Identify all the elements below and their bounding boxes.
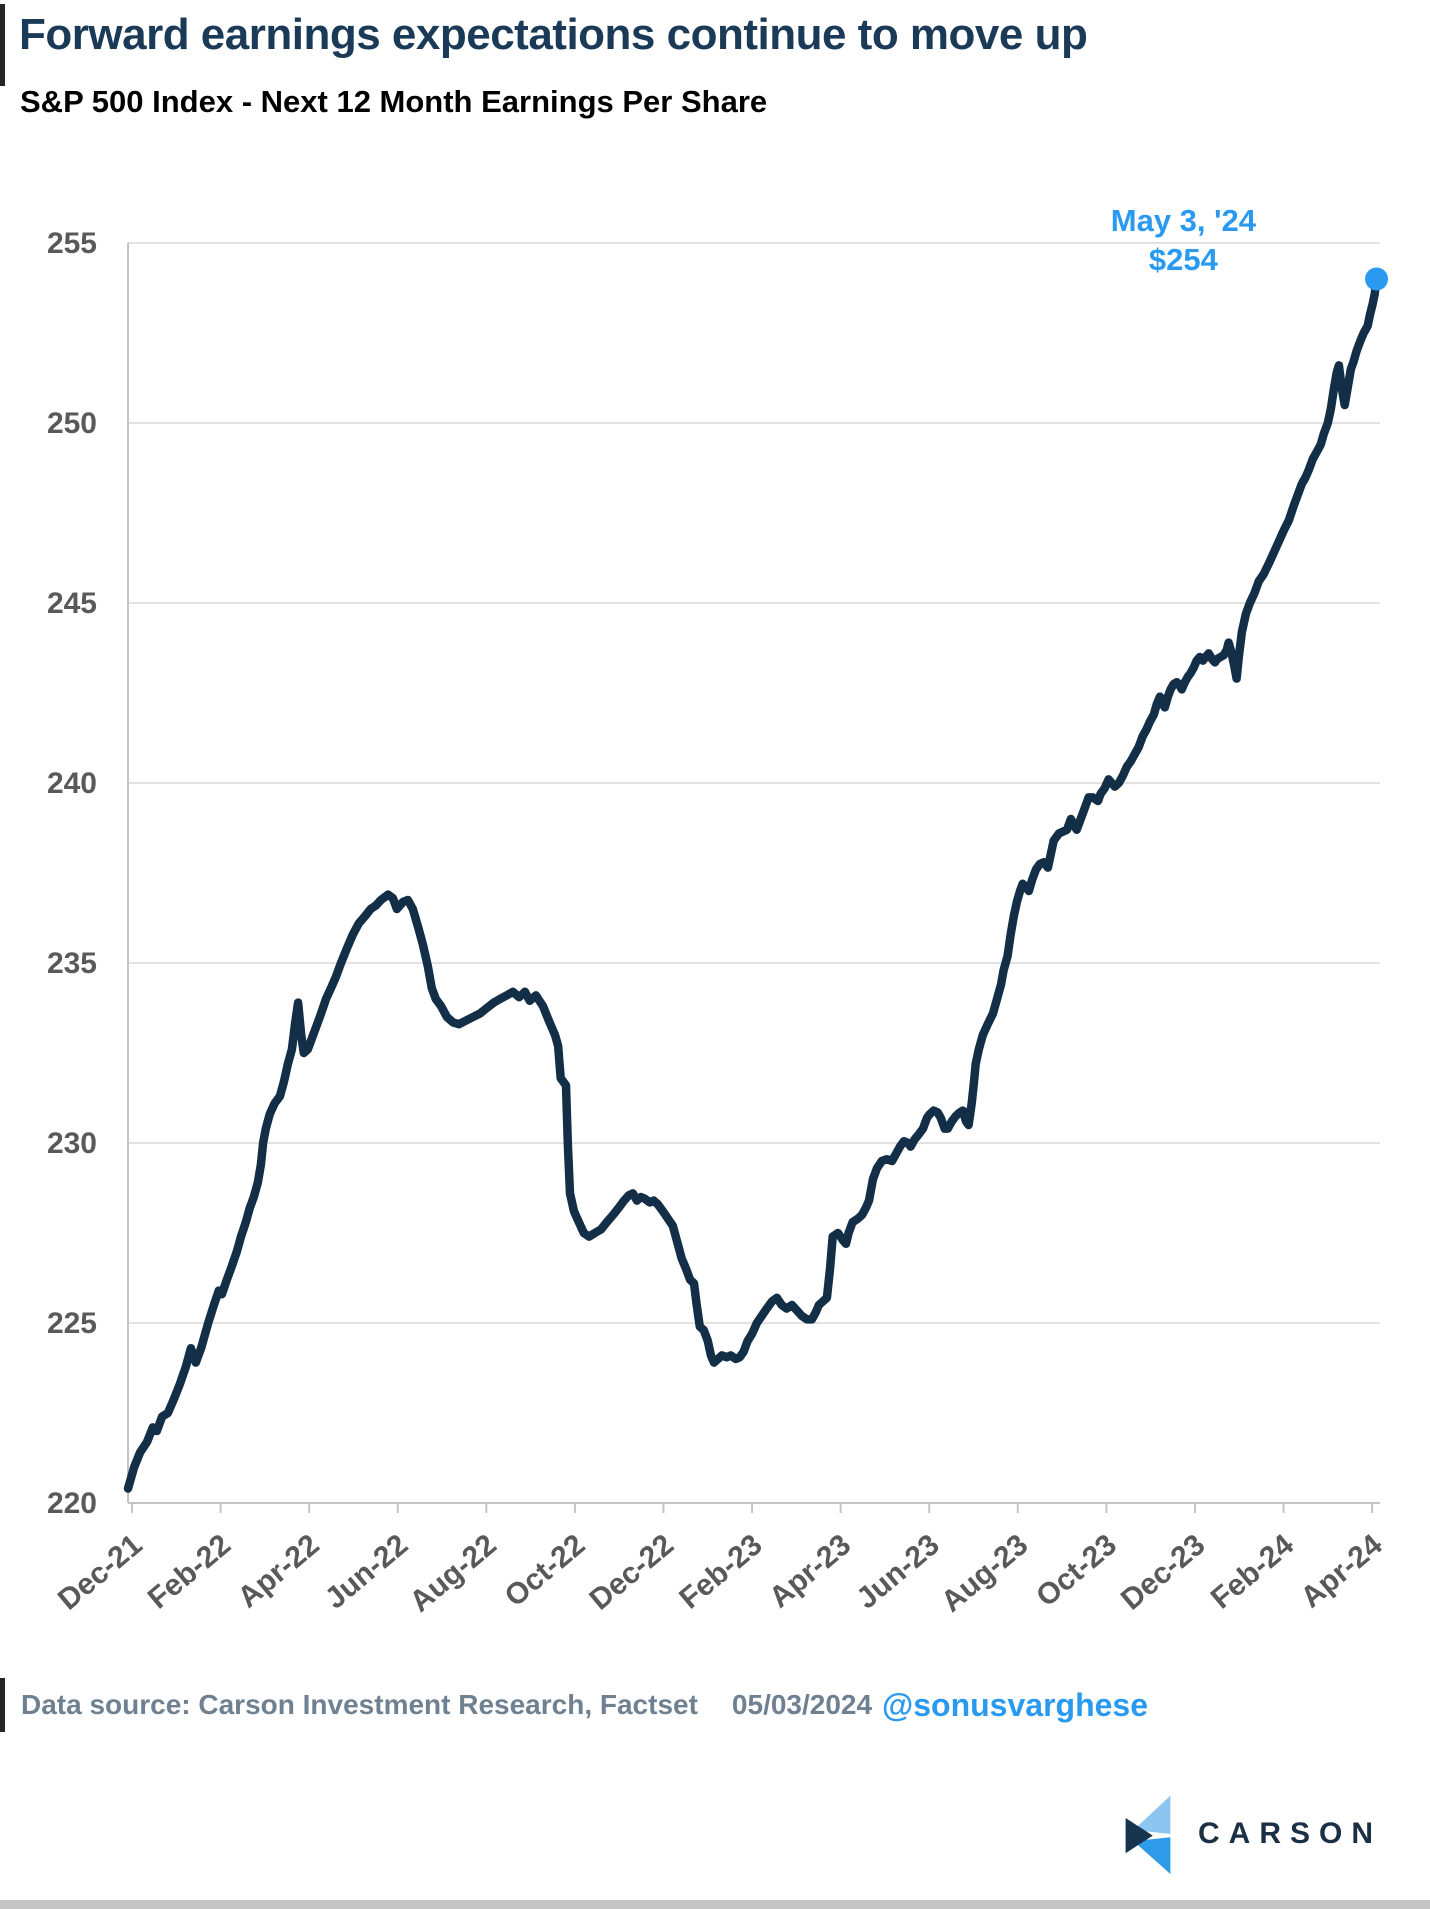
- x-axis-label: Aug-23: [935, 1528, 1034, 1619]
- page-title: Forward earnings expectations continue t…: [19, 10, 1088, 59]
- chart-subtitle: S&P 500 Index - Next 12 Month Earnings P…: [20, 84, 768, 119]
- twitter-handle: @sonusvarghese: [882, 1687, 1148, 1723]
- x-axis-label: Apr-22: [232, 1528, 326, 1614]
- x-axis-label: Apr-23: [763, 1528, 857, 1614]
- x-axis-label: Jun-23: [850, 1528, 945, 1615]
- x-axis-label: Aug-22: [404, 1528, 503, 1619]
- x-axis-label: Feb-24: [1205, 1528, 1301, 1616]
- eps-series-line: [123, 274, 1381, 1493]
- data-source-label: Data source: Carson Investment Research,…: [21, 1689, 698, 1720]
- data-source-note: Data source: Carson Investment Research,…: [21, 1689, 872, 1721]
- footer-accent-bar: [0, 1678, 5, 1732]
- x-axis-label: Oct-23: [1030, 1528, 1123, 1613]
- y-axis-label: 255: [47, 227, 97, 260]
- x-axis-label: Feb-23: [673, 1528, 768, 1615]
- last-point-annotation: May 3, '24 $254: [1111, 201, 1256, 279]
- y-axis-label: 250: [47, 407, 97, 440]
- end-point-dot: [1365, 267, 1389, 291]
- y-axis-label: 235: [47, 947, 97, 980]
- y-axis-label: 220: [47, 1487, 97, 1520]
- x-axis-label: Apr-24: [1295, 1528, 1389, 1615]
- annotation-date: May 3, '24: [1110, 203, 1256, 238]
- y-axis-label: 245: [47, 587, 97, 620]
- y-axis-label: 240: [47, 767, 97, 800]
- x-axis-label: Feb-22: [142, 1528, 237, 1615]
- y-axis-label: 230: [47, 1127, 97, 1160]
- carson-logo: CARSON: [1124, 1793, 1382, 1875]
- annotation-value: $254: [1148, 242, 1218, 277]
- footer-date: 05/03/2024: [731, 1689, 873, 1720]
- x-axis-label: Dec-22: [583, 1528, 680, 1617]
- x-axis-label: Dec-23: [1115, 1528, 1212, 1617]
- title-accent-bar: [0, 4, 5, 86]
- x-axis-label: Jun-22: [319, 1528, 414, 1615]
- x-axis-label: Dec-21: [52, 1528, 149, 1617]
- bottom-border: [0, 1900, 1430, 1909]
- y-axis-label: 225: [47, 1307, 97, 1340]
- x-axis-label: Oct-22: [499, 1528, 592, 1613]
- carson-logo-text: CARSON: [1197, 1817, 1382, 1850]
- carson-logo-icon: [1125, 1795, 1171, 1874]
